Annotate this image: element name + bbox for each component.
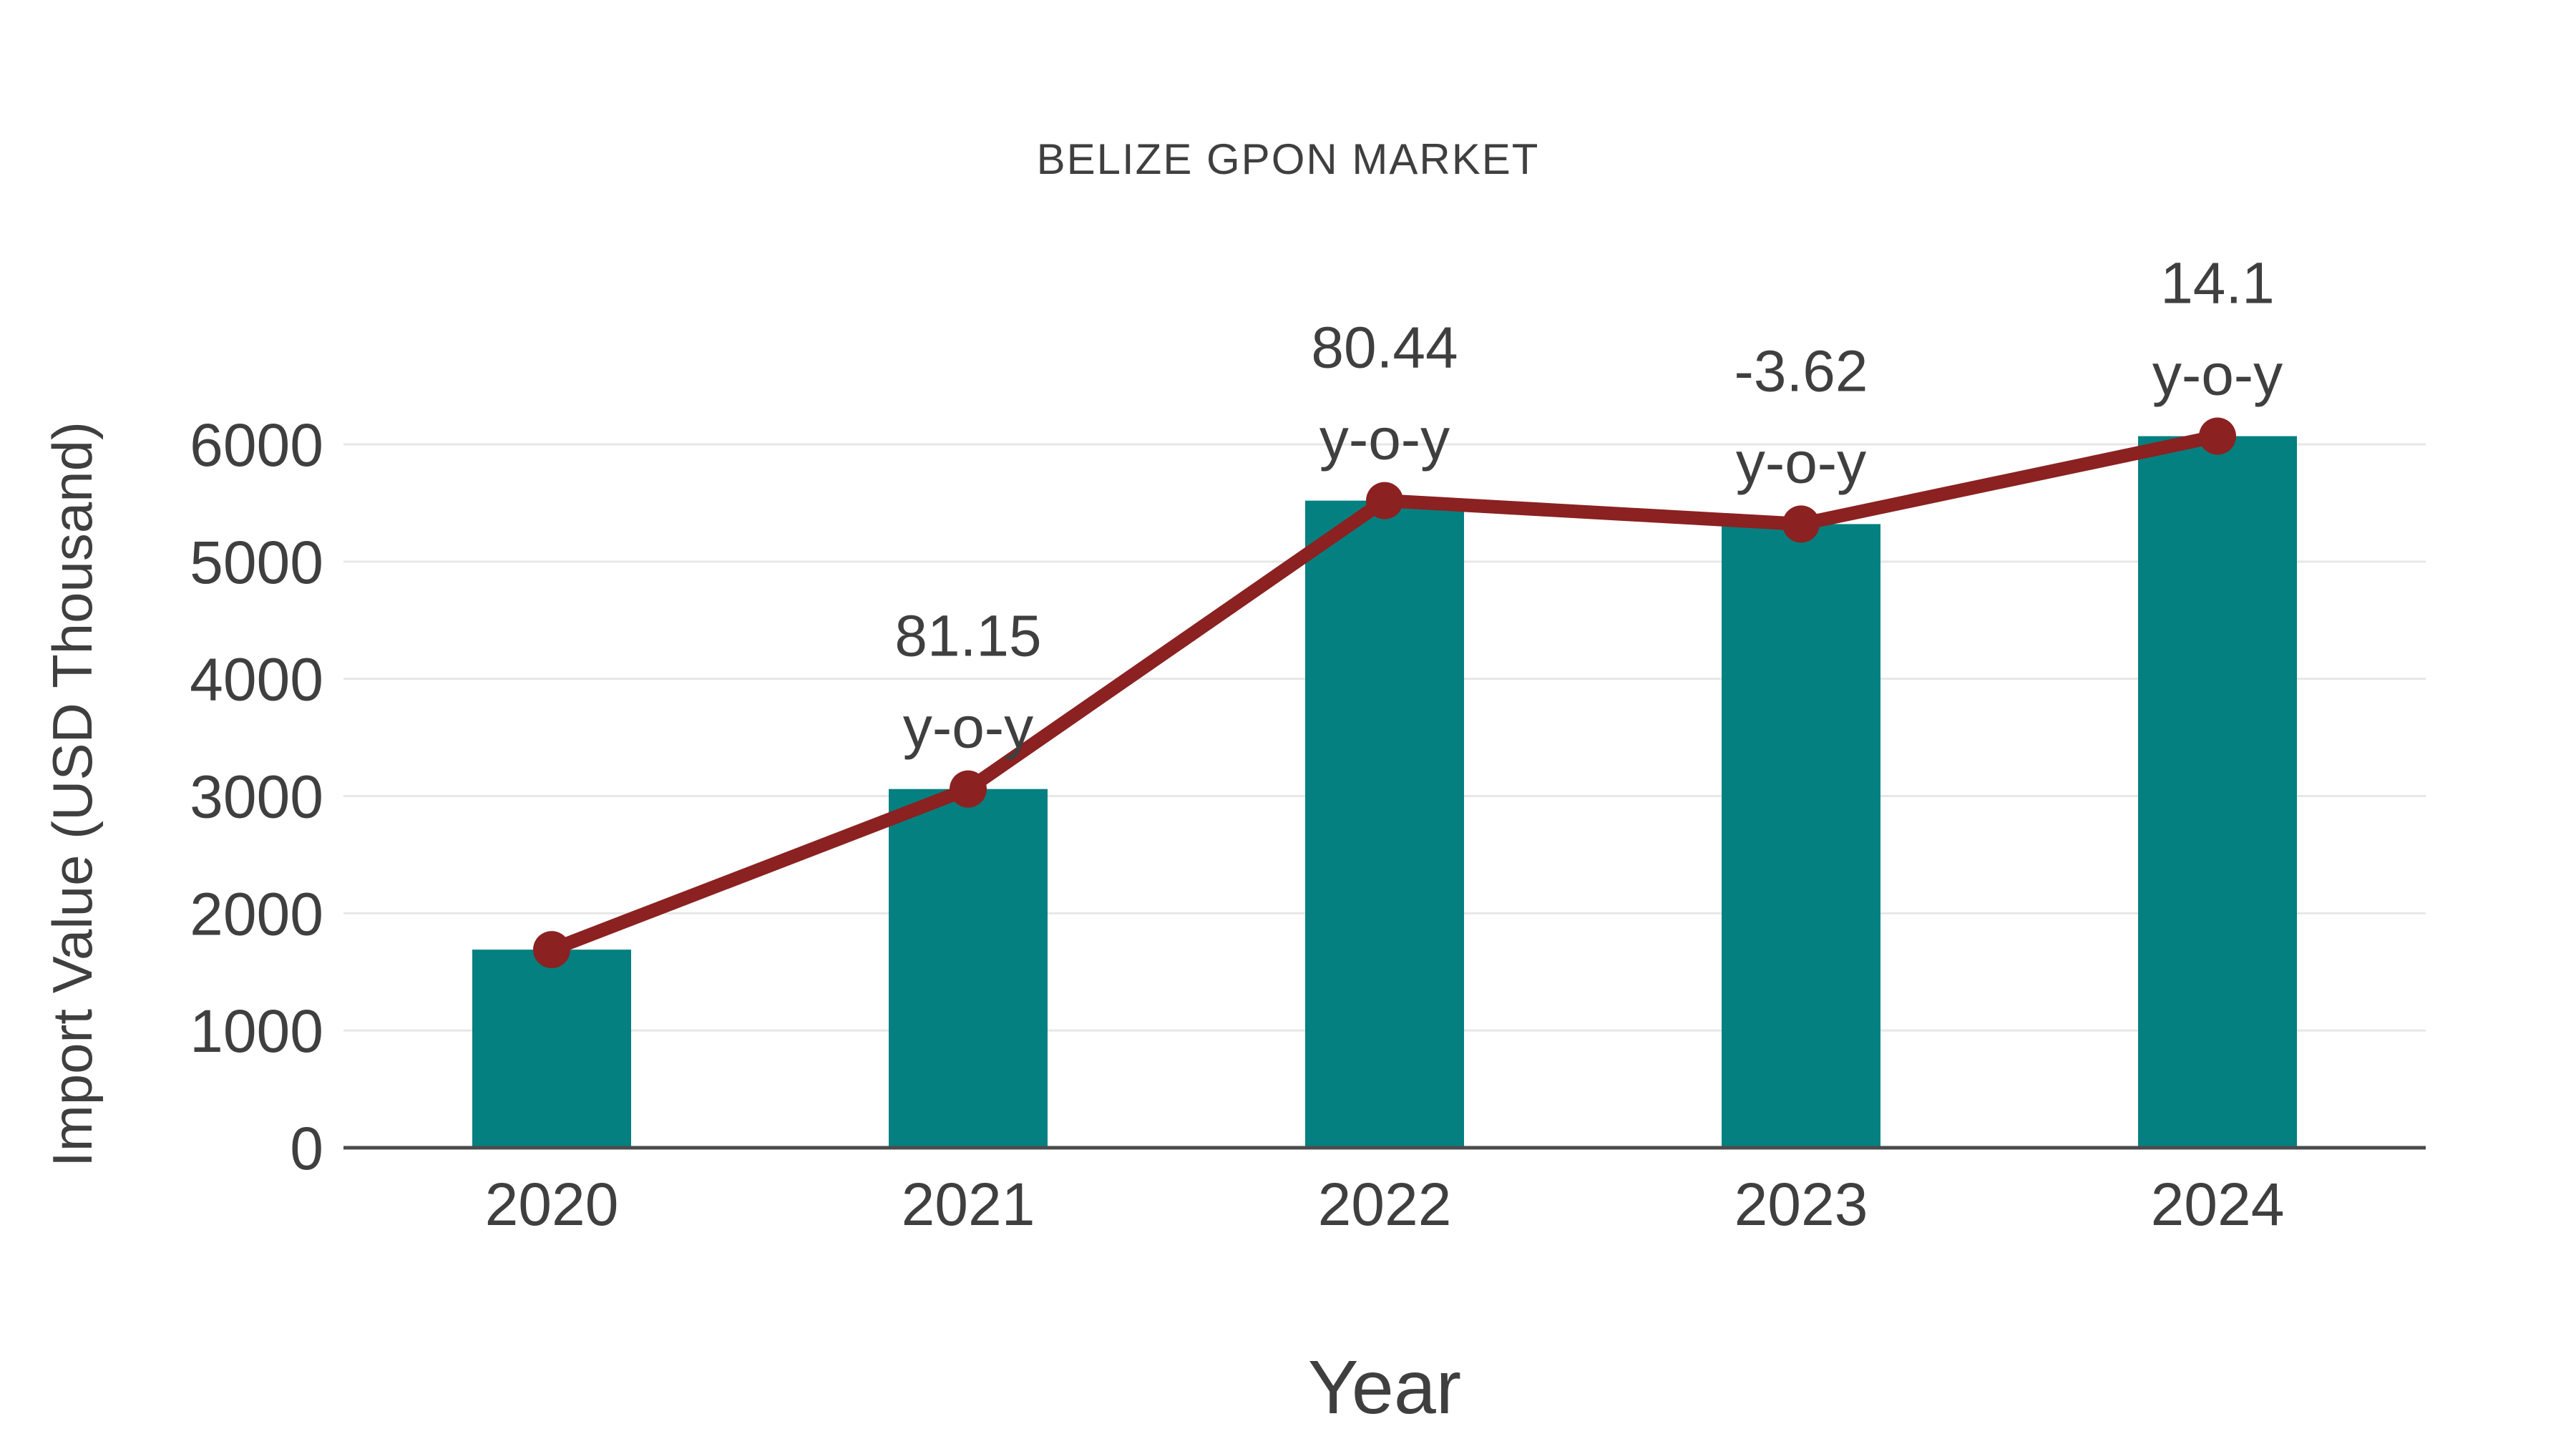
y-tick-label-0: 0 bbox=[290, 1115, 323, 1182]
x-axis-title: Year bbox=[1308, 1345, 1461, 1430]
y-tick-label-6000: 6000 bbox=[190, 411, 323, 479]
data-point-2024 bbox=[2199, 417, 2236, 455]
x-tick-label-2024: 2024 bbox=[2151, 1171, 2285, 1238]
bar-2022 bbox=[1305, 500, 1464, 1148]
bar-2020 bbox=[472, 950, 631, 1148]
data-point-2020 bbox=[533, 931, 570, 969]
bar-2021 bbox=[889, 789, 1048, 1148]
y-tick-label-3000: 3000 bbox=[190, 763, 323, 831]
annotation-value-2024: 14.1 bbox=[2160, 251, 2275, 316]
y-axis-title: Import Value (USD Thousand) bbox=[41, 421, 104, 1167]
x-tick-label-2023: 2023 bbox=[1735, 1171, 1868, 1238]
x-tick-label-2020: 2020 bbox=[485, 1171, 619, 1238]
chart-title: BELIZE GPON MARKET bbox=[1037, 135, 1540, 183]
y-tick-label-1000: 1000 bbox=[190, 997, 323, 1065]
y-tick-label-4000: 4000 bbox=[190, 646, 323, 713]
annotation-yoy-2023: y-o-y bbox=[1736, 430, 1866, 495]
bar-2023 bbox=[1722, 524, 1880, 1148]
y-tick-labels-group: 0 1000 2000 3000 4000 5000 6000 bbox=[190, 411, 323, 1182]
annotation-yoy-2024: y-o-y bbox=[2152, 343, 2283, 408]
bar-2024 bbox=[2138, 436, 2297, 1148]
y-tick-label-2000: 2000 bbox=[190, 880, 323, 947]
annotation-value-2022: 80.44 bbox=[1311, 316, 1458, 381]
annotation-value-2021: 81.15 bbox=[894, 604, 1041, 669]
data-point-2023 bbox=[1782, 505, 1820, 543]
data-point-2021 bbox=[950, 770, 987, 808]
annotation-yoy-2021: y-o-y bbox=[903, 696, 1033, 761]
annotation-yoy-2022: y-o-y bbox=[1319, 407, 1450, 472]
x-tick-label-2021: 2021 bbox=[902, 1171, 1035, 1238]
trend-line-group bbox=[533, 417, 2236, 969]
x-tick-labels-group: 2020 2021 2022 2023 2024 bbox=[485, 1171, 2285, 1238]
y-tick-label-5000: 5000 bbox=[190, 529, 323, 596]
annotations-group: 81.15 y-o-y 80.44 y-o-y -3.62 y-o-y 14.1 y-o-y bbox=[894, 251, 2283, 761]
data-point-2022 bbox=[1366, 482, 1403, 519]
annotation-value-2023: -3.62 bbox=[1735, 338, 1868, 404]
bars-group bbox=[472, 436, 2297, 1148]
x-tick-label-2022: 2022 bbox=[1318, 1171, 1452, 1238]
